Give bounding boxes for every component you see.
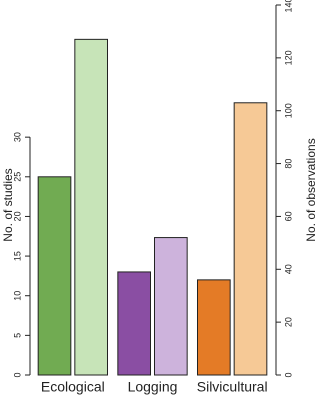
y-axis-title: No. of studies — [1, 168, 15, 241]
y2-tick-label: 100 — [283, 103, 293, 118]
y2-tick-label: 0 — [283, 372, 293, 377]
y2-tick-label: 120 — [283, 50, 293, 65]
x-tick-label: Ecological — [41, 379, 105, 395]
y2-tick-label: 20 — [283, 317, 293, 327]
x-tick-label: Logging — [128, 379, 178, 395]
bar — [74, 38, 108, 376]
bar — [117, 271, 152, 376]
y2-tick-label: 40 — [283, 264, 293, 274]
bar — [233, 102, 268, 376]
bar — [197, 279, 231, 376]
y-tick-label: 25 — [12, 172, 22, 182]
bar — [37, 176, 72, 376]
y-tick-label: 10 — [12, 291, 22, 301]
bar — [154, 237, 188, 376]
y2-axis-title: No. of observations — [304, 138, 318, 241]
y-tick-label: 15 — [12, 251, 22, 261]
y-tick-label: 5 — [12, 333, 22, 338]
y-tick-label: 0 — [12, 372, 22, 377]
y-tick-label: 30 — [12, 132, 22, 142]
y2-tick-label: 140 — [283, 0, 293, 13]
x-tick-label: Silvicultural — [197, 379, 268, 395]
y2-tick-label: 80 — [283, 159, 293, 169]
y2-tick-label: 60 — [283, 211, 293, 221]
y-tick-label: 20 — [12, 211, 22, 221]
